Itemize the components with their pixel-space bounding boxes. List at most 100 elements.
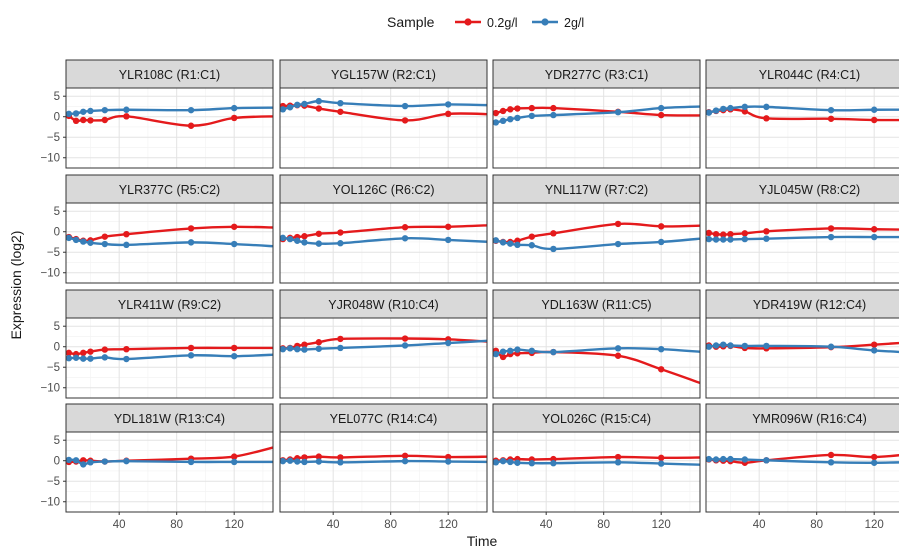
data-point-series-2: [614, 240, 622, 248]
facet-panel: YLR411W (R9:C2) 5 0 −5 −10: [40, 289, 274, 399]
data-point-series-2: [614, 109, 622, 116]
facet-panel: YNL117W (R7:C2): [492, 174, 701, 284]
facet-panel: YDL163W (R11:C5): [492, 289, 701, 399]
series-layer: [493, 453, 700, 467]
data-point-series-1: [187, 122, 195, 129]
panel-border: [65, 431, 274, 513]
facet-strip: [65, 403, 274, 433]
data-point-series-1: [720, 231, 727, 238]
data-point-series-2: [507, 458, 514, 466]
data-point-series-2: [101, 354, 109, 361]
data-point-series-2: [101, 458, 109, 465]
x-axis-title: Time: [467, 533, 498, 549]
data-point-series-2: [528, 347, 536, 355]
data-point-series-2: [499, 348, 507, 355]
data-point-series-1: [550, 104, 557, 112]
data-point-series-2: [763, 342, 770, 350]
y-tick-label: −10: [40, 383, 60, 395]
data-point-series-2: [727, 455, 734, 463]
panel-background: [706, 88, 899, 168]
data-point-series-1: [727, 230, 734, 238]
data-point-series-2: [550, 111, 557, 119]
facet-panel: YGL157W (R2:C1): [279, 59, 488, 169]
data-point-series-1: [870, 116, 878, 124]
data-point-series-2: [550, 245, 557, 253]
data-point-series-2: [294, 237, 301, 244]
facet-panel: YDR419W (R12:C4): [705, 289, 899, 399]
data-point-series-2: [741, 456, 749, 463]
series-layer: [66, 344, 273, 363]
data-point-series-2: [301, 346, 308, 353]
data-point-series-2: [337, 240, 344, 247]
data-point-series-2: [706, 455, 713, 463]
data-point-series-2: [720, 105, 727, 113]
data-point-series-2: [712, 236, 720, 243]
panel-background: [280, 432, 487, 512]
y-tick-label: −5: [47, 476, 60, 488]
data-point-series-1: [499, 353, 507, 361]
x-tick-label: 120: [439, 519, 458, 531]
data-point-series-2: [123, 457, 130, 465]
data-point-series-1: [614, 352, 622, 359]
data-point-series-1: [706, 229, 713, 237]
data-point-series-2: [337, 344, 344, 352]
x-tick-label: 80: [170, 519, 183, 531]
data-point-series-2: [507, 115, 514, 123]
data-point-series-2: [187, 106, 195, 114]
facet-strip: [65, 59, 274, 89]
data-point-series-2: [507, 347, 514, 355]
data-point-series-2: [230, 352, 238, 360]
y-tick-label: −5: [47, 362, 60, 374]
data-point-series-1: [401, 452, 409, 459]
data-point-series-2: [499, 239, 507, 246]
panel-border: [705, 317, 899, 399]
data-point-series-1: [514, 105, 521, 112]
facet-panel: YLR044C (R4:C1): [705, 59, 899, 169]
data-point-series-2: [123, 106, 130, 113]
data-point-series-2: [123, 355, 130, 363]
data-point-series-1: [123, 230, 130, 238]
facet-strip: [492, 59, 701, 89]
y-tick-label: 5: [54, 435, 60, 447]
data-point-series-2: [741, 103, 749, 111]
data-point-series-1: [337, 454, 344, 461]
panel-background: [66, 432, 273, 512]
data-point-series-2: [712, 456, 720, 463]
data-point-series-2: [187, 352, 195, 359]
gridlines: [706, 88, 899, 168]
panel-border: [705, 87, 899, 169]
y-tick-label: −5: [47, 247, 60, 259]
facet-panels: YLR108C (R1:C1) 5 0 −5 −10 YGL157W (R2:C1) YDR…: [40, 59, 899, 531]
data-point-series-2: [499, 457, 507, 465]
data-point-series-2: [80, 238, 87, 245]
series-layer: [706, 341, 899, 354]
data-point-series-2: [444, 101, 452, 108]
facet-panel: YEL077C (R14:C4) 40 80 120: [279, 403, 488, 531]
data-point-series-1: [614, 453, 622, 461]
facet-panel: YMR096W (R16:C4) 40 80 120: [705, 403, 899, 531]
data-point-series-2: [230, 458, 238, 466]
data-point-series-1: [401, 117, 409, 124]
panel-background: [493, 318, 700, 398]
data-point-series-1: [827, 225, 835, 232]
data-point-series-2: [720, 236, 727, 243]
facet-panel: YLR377C (R5:C2) 5 0 −5 −10: [40, 174, 274, 284]
data-point-series-2: [187, 239, 195, 246]
panel-background: [493, 88, 700, 168]
data-point-series-1: [528, 104, 536, 112]
data-point-series-2: [187, 458, 195, 466]
panel-border: [65, 317, 274, 399]
facet-strip: [65, 289, 274, 319]
data-point-series-2: [280, 234, 287, 242]
data-point-series-2: [444, 339, 452, 347]
panel-border: [492, 431, 701, 513]
data-point-series-2: [528, 459, 536, 467]
data-point-series-1: [444, 453, 452, 461]
data-point-series-1: [657, 366, 665, 373]
gridlines: [706, 203, 899, 283]
panel-border: [65, 202, 274, 284]
data-point-series-1: [301, 454, 308, 461]
data-point-series-1: [315, 453, 323, 460]
data-point-series-2: [294, 458, 301, 465]
facet-strip: [492, 403, 701, 433]
